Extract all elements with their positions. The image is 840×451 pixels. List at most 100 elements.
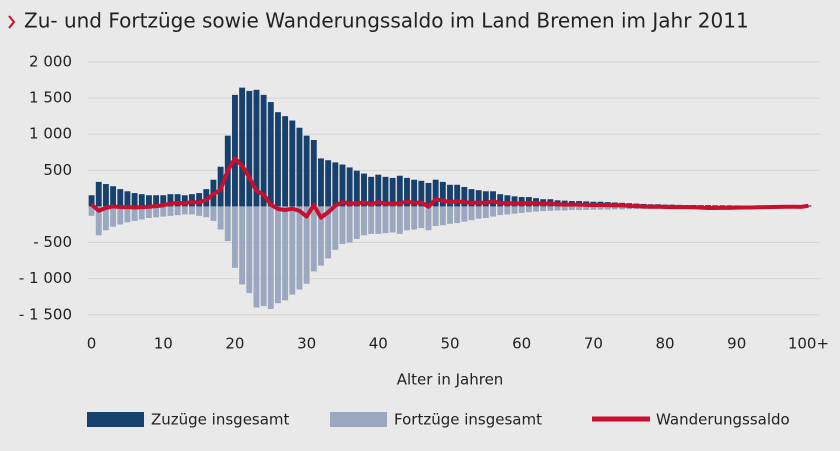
bar — [332, 162, 339, 207]
bar — [353, 170, 360, 207]
bar — [497, 206, 504, 216]
bar — [210, 206, 217, 221]
bar — [224, 206, 231, 242]
bar — [454, 184, 461, 207]
bar — [232, 94, 238, 207]
bar — [475, 190, 482, 207]
bar — [375, 206, 382, 234]
bar — [447, 206, 453, 224]
x-tick-label: 100+ — [788, 335, 829, 353]
bar — [705, 205, 711, 207]
bar — [482, 191, 489, 207]
bar — [189, 206, 195, 215]
bar — [497, 194, 504, 207]
title-chevron — [8, 15, 16, 29]
bar — [246, 206, 253, 294]
bar — [325, 206, 332, 259]
bar — [303, 135, 310, 207]
bar — [275, 112, 281, 207]
bar — [475, 206, 482, 219]
bar — [217, 206, 224, 230]
bar — [411, 179, 418, 207]
bar — [110, 186, 117, 207]
bar — [253, 89, 260, 207]
bar — [439, 206, 446, 226]
bar — [232, 206, 238, 268]
bar — [461, 206, 468, 222]
bar — [504, 206, 511, 215]
bar — [454, 206, 461, 224]
bar — [504, 195, 511, 207]
bar — [267, 102, 274, 207]
x-tick-label: 90 — [727, 335, 746, 353]
bar — [289, 120, 296, 207]
bar — [719, 205, 726, 207]
x-tick-label: 0 — [87, 335, 97, 353]
y-tick-label: 1 500 — [29, 89, 72, 107]
bar — [282, 116, 289, 207]
bar — [611, 206, 618, 210]
bar — [375, 174, 382, 207]
bar — [425, 206, 432, 231]
bar — [275, 206, 281, 304]
x-tick-label: 70 — [584, 335, 603, 353]
y-tick-label: 2 000 — [29, 53, 72, 71]
y-tick-label: - 500 — [33, 233, 72, 251]
bar — [303, 206, 310, 284]
bar — [368, 206, 375, 234]
bar — [267, 206, 274, 309]
x-tick-label: 60 — [512, 335, 531, 353]
bar — [289, 206, 296, 295]
bar — [368, 176, 375, 207]
bar — [318, 158, 324, 207]
y-tick-label: 1 000 — [29, 125, 72, 143]
bar — [95, 181, 102, 207]
bar — [332, 206, 339, 250]
bar — [310, 140, 317, 207]
bar — [382, 176, 389, 207]
bar — [425, 182, 432, 207]
bar — [124, 191, 131, 207]
bar — [447, 184, 453, 207]
bar — [260, 206, 267, 307]
bar — [339, 164, 346, 207]
legend-label: Fortzüge insgesamt — [394, 411, 542, 429]
bar — [196, 193, 203, 207]
bar — [181, 206, 188, 215]
bar — [88, 195, 95, 207]
legend-swatch — [330, 412, 387, 427]
y-tick-label: - 1 500 — [19, 305, 72, 323]
bar — [174, 194, 181, 207]
bar — [153, 195, 160, 207]
bar — [597, 206, 604, 210]
x-tick-label: 40 — [369, 335, 388, 353]
bar — [468, 206, 475, 221]
bar — [167, 206, 174, 216]
legend-swatch — [87, 412, 144, 427]
bar — [145, 206, 152, 218]
bar — [346, 167, 353, 207]
bar — [482, 206, 489, 218]
bar — [346, 206, 353, 243]
bar — [404, 177, 410, 207]
bar — [153, 206, 160, 218]
line — [90, 156, 809, 220]
y-tick-label: - 1 000 — [19, 269, 72, 287]
bar — [117, 206, 124, 225]
chart-title: Zu- und Fortzüge sowie Wanderungssaldo i… — [24, 9, 749, 33]
bar — [418, 180, 425, 207]
bar — [518, 206, 525, 213]
bar — [318, 206, 324, 266]
bar — [540, 206, 547, 212]
bar — [95, 206, 102, 236]
bar — [110, 206, 117, 227]
bar — [439, 181, 446, 207]
bar — [246, 90, 253, 207]
bar — [102, 184, 109, 207]
bar — [310, 206, 317, 272]
bar — [432, 206, 439, 226]
bar — [583, 206, 590, 210]
bar — [253, 206, 260, 308]
bar — [511, 206, 518, 214]
